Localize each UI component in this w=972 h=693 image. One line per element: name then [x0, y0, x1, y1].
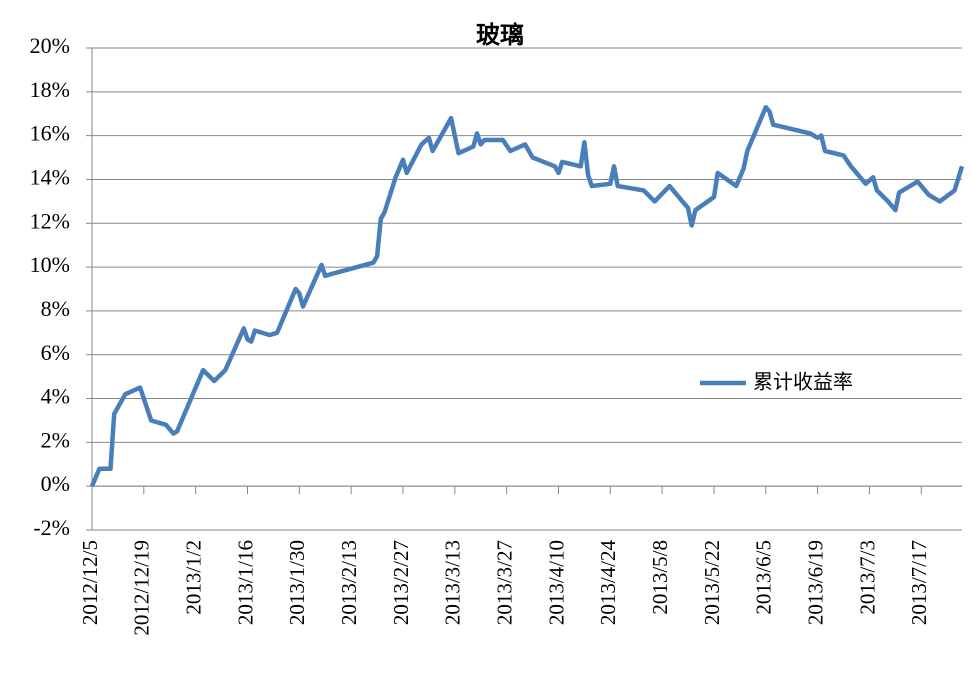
y-tick-label: -2% — [33, 515, 70, 540]
x-tick-label: 2013/7/3 — [855, 540, 879, 615]
chart-title: 玻璃 — [476, 21, 524, 49]
y-tick-label: 16% — [30, 121, 70, 146]
x-tick-label: 2013/1/16 — [233, 540, 257, 625]
x-tick-label: 2013/7/17 — [907, 540, 931, 625]
x-tick-label: 2012/12/5 — [78, 540, 102, 625]
x-tick-label: 2012/12/19 — [130, 540, 154, 636]
legend-label: 累计收益率 — [753, 370, 853, 394]
x-tick-label: 2013/5/8 — [648, 540, 672, 615]
x-tick-label: 2013/1/2 — [181, 540, 205, 615]
y-tick-label: 2% — [41, 427, 70, 452]
y-tick-label: 18% — [30, 77, 70, 102]
x-tick-label: 2013/2/13 — [337, 540, 361, 625]
y-tick-label: 0% — [41, 471, 70, 496]
x-tick-label: 2013/4/10 — [544, 540, 568, 625]
x-tick-label: 2013/1/30 — [285, 540, 309, 625]
x-tick-label: 2013/2/27 — [389, 540, 413, 625]
y-tick-label: 10% — [30, 252, 70, 277]
x-tick-label: 2013/4/24 — [596, 540, 620, 626]
y-tick-label: 14% — [30, 165, 70, 190]
x-tick-label: 2013/6/5 — [752, 540, 776, 615]
y-tick-label: 4% — [41, 384, 70, 409]
y-tick-label: 12% — [30, 208, 70, 233]
y-tick-label: 8% — [41, 296, 70, 321]
x-tick-label: 2013/3/27 — [492, 540, 516, 625]
y-tick-label: 6% — [41, 340, 70, 365]
y-tick-label: 20% — [30, 33, 70, 58]
x-tick-label: 2013/3/13 — [441, 540, 465, 625]
x-tick-label: 2013/6/19 — [803, 540, 827, 625]
data-line — [89, 104, 965, 488]
x-tick-label: 2013/5/22 — [700, 540, 724, 625]
